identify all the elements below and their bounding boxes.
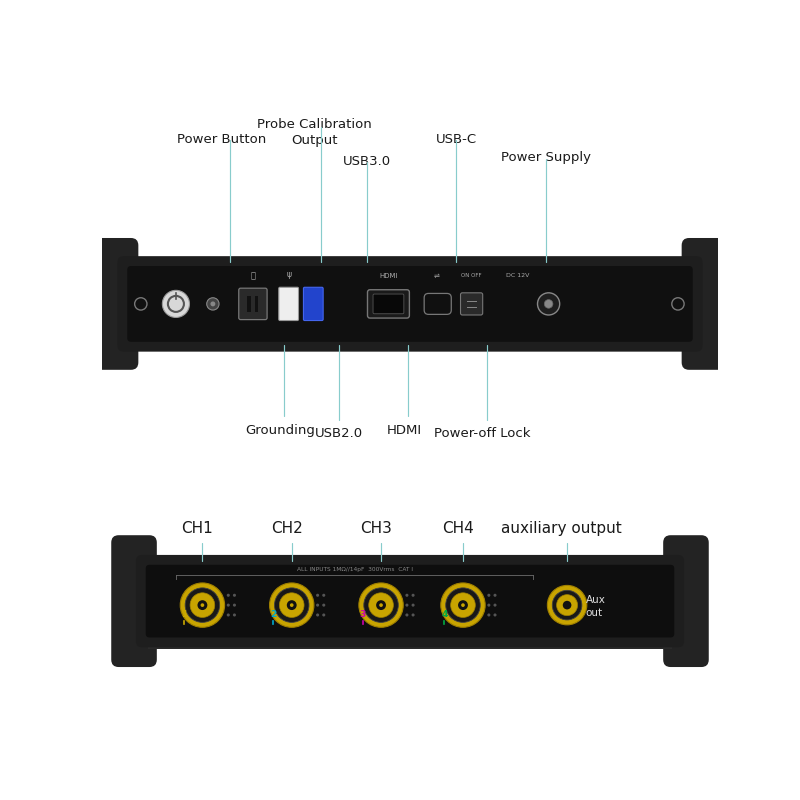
Text: 3: 3 xyxy=(359,610,366,619)
Circle shape xyxy=(487,614,490,617)
Text: CH3: CH3 xyxy=(360,522,392,537)
Circle shape xyxy=(552,590,582,620)
Text: Power Button: Power Button xyxy=(178,133,266,146)
Circle shape xyxy=(544,299,553,308)
Circle shape xyxy=(233,603,236,606)
FancyBboxPatch shape xyxy=(118,256,702,352)
Circle shape xyxy=(201,603,204,607)
Text: USB2.0: USB2.0 xyxy=(315,427,363,441)
Circle shape xyxy=(287,600,297,610)
Circle shape xyxy=(316,614,319,617)
Circle shape xyxy=(198,600,207,610)
Text: Power-off Lock: Power-off Lock xyxy=(434,427,531,441)
FancyBboxPatch shape xyxy=(127,266,693,342)
Text: HDMI: HDMI xyxy=(379,273,398,279)
Circle shape xyxy=(494,603,497,606)
Text: ψ: ψ xyxy=(286,270,291,278)
Text: Aux: Aux xyxy=(586,595,606,605)
Text: CH1: CH1 xyxy=(182,522,214,537)
FancyBboxPatch shape xyxy=(86,238,138,370)
Circle shape xyxy=(487,603,490,606)
Circle shape xyxy=(446,588,480,622)
Text: out: out xyxy=(586,607,602,618)
Circle shape xyxy=(458,600,468,610)
FancyBboxPatch shape xyxy=(367,290,410,318)
Circle shape xyxy=(406,594,409,597)
Circle shape xyxy=(461,603,465,607)
Circle shape xyxy=(226,603,230,606)
FancyBboxPatch shape xyxy=(146,565,674,638)
Circle shape xyxy=(274,588,309,622)
Circle shape xyxy=(279,593,304,618)
Circle shape xyxy=(359,583,403,627)
Circle shape xyxy=(190,593,214,618)
Bar xyxy=(130,338,690,349)
Circle shape xyxy=(406,614,409,617)
Circle shape xyxy=(206,298,219,310)
Circle shape xyxy=(233,594,236,597)
Text: 2: 2 xyxy=(270,610,276,619)
Circle shape xyxy=(210,302,215,306)
Circle shape xyxy=(369,593,394,618)
Bar xyxy=(148,638,672,649)
Text: 4: 4 xyxy=(442,610,448,619)
FancyBboxPatch shape xyxy=(238,288,267,320)
Text: ⇌: ⇌ xyxy=(434,273,439,279)
Text: CH4: CH4 xyxy=(442,522,474,537)
Text: ALL INPUTS 1MΩ//14pF  300Vrms  CAT I: ALL INPUTS 1MΩ//14pF 300Vrms CAT I xyxy=(297,567,413,573)
Circle shape xyxy=(322,594,326,597)
Text: ⏚: ⏚ xyxy=(250,271,255,280)
FancyBboxPatch shape xyxy=(136,555,684,647)
Text: USB3.0: USB3.0 xyxy=(343,154,391,167)
Bar xyxy=(254,296,258,312)
Circle shape xyxy=(494,614,497,617)
Circle shape xyxy=(233,614,236,617)
FancyBboxPatch shape xyxy=(373,294,404,314)
Bar xyxy=(247,296,251,312)
Text: auxiliary output: auxiliary output xyxy=(501,522,622,537)
FancyBboxPatch shape xyxy=(424,294,451,314)
FancyBboxPatch shape xyxy=(682,238,734,370)
Circle shape xyxy=(316,594,319,597)
Circle shape xyxy=(494,594,497,597)
Circle shape xyxy=(441,583,485,627)
Circle shape xyxy=(226,614,230,617)
Text: 1: 1 xyxy=(181,610,187,619)
Circle shape xyxy=(450,593,475,618)
Circle shape xyxy=(411,594,414,597)
Text: Grounding: Grounding xyxy=(246,424,315,437)
Circle shape xyxy=(406,603,409,606)
Text: Power Supply: Power Supply xyxy=(501,151,590,165)
Circle shape xyxy=(538,293,560,315)
FancyBboxPatch shape xyxy=(278,287,298,321)
Circle shape xyxy=(270,583,314,627)
FancyBboxPatch shape xyxy=(461,293,482,315)
FancyBboxPatch shape xyxy=(111,535,157,667)
Circle shape xyxy=(290,603,294,607)
Circle shape xyxy=(316,603,319,606)
Text: HDMI: HDMI xyxy=(386,424,422,437)
Circle shape xyxy=(562,601,571,610)
Circle shape xyxy=(364,588,398,622)
Circle shape xyxy=(322,614,326,617)
Circle shape xyxy=(226,594,230,597)
Text: ON OFF: ON OFF xyxy=(462,274,482,278)
Circle shape xyxy=(487,594,490,597)
Circle shape xyxy=(180,583,225,627)
Text: Probe Calibration
Output: Probe Calibration Output xyxy=(257,118,372,146)
FancyBboxPatch shape xyxy=(663,535,709,667)
Circle shape xyxy=(557,594,578,615)
Circle shape xyxy=(376,600,386,610)
Text: USB-C: USB-C xyxy=(436,133,477,146)
Circle shape xyxy=(379,603,383,607)
Circle shape xyxy=(185,588,220,622)
Circle shape xyxy=(411,603,414,606)
Circle shape xyxy=(411,614,414,617)
Circle shape xyxy=(322,603,326,606)
Circle shape xyxy=(162,290,190,318)
FancyBboxPatch shape xyxy=(303,287,323,321)
Text: CH2: CH2 xyxy=(271,522,302,537)
Text: DC 12V: DC 12V xyxy=(506,274,530,278)
Circle shape xyxy=(547,586,586,625)
